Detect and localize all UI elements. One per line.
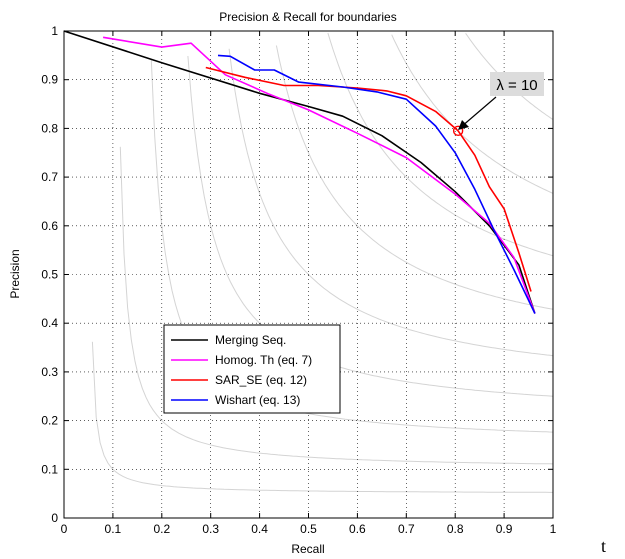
f-contour-8 bbox=[391, 34, 554, 194]
data-series bbox=[63, 30, 536, 314]
y-tick-label: 0.7 bbox=[41, 170, 58, 184]
x-tick-label: 0.3 bbox=[202, 522, 219, 536]
f-contour-7 bbox=[327, 32, 554, 257]
grid-lines bbox=[64, 31, 553, 518]
x-tick-label: 0.1 bbox=[105, 522, 122, 536]
legend-label-4: Wishart (eq. 13) bbox=[215, 393, 300, 407]
f-contour-5 bbox=[228, 48, 554, 357]
y-tick-label: 0.4 bbox=[41, 316, 58, 330]
f-contour-4 bbox=[187, 55, 554, 397]
legend: Merging Seq. Homog. Th (eq. 7) SAR_SE (eq.… bbox=[163, 324, 341, 414]
f-contour-6 bbox=[275, 45, 554, 310]
legend-label-2: Homog. Th (eq. 7) bbox=[215, 353, 312, 367]
annotation-box bbox=[490, 72, 544, 96]
legend-label-3: SAR_SE (eq. 12) bbox=[215, 373, 307, 387]
x-tick-label: 0.6 bbox=[349, 522, 366, 536]
y-tick-label: 0.3 bbox=[41, 365, 58, 379]
f-measure-contours bbox=[91, 32, 554, 493]
x-tick-label: 0.5 bbox=[300, 522, 317, 536]
legend-label-1: Merging Seq. bbox=[215, 333, 286, 347]
annotation-label: λ = 10 bbox=[496, 77, 537, 94]
stray-text: t bbox=[601, 536, 607, 556]
y-tick-label: 1 bbox=[51, 24, 58, 38]
annotation-arrowhead bbox=[458, 120, 469, 130]
y-tick-label: 0.1 bbox=[41, 462, 58, 476]
y-tick-label: 0.2 bbox=[41, 414, 58, 428]
y-tick-label: 0.5 bbox=[41, 268, 58, 282]
x-tick-label: 1 bbox=[550, 522, 557, 536]
chart-title: Precision & Recall for boundaries bbox=[219, 10, 396, 24]
x-tick-label: 0.2 bbox=[153, 522, 170, 536]
y-tick-label: 0 bbox=[51, 511, 58, 525]
x-tick-label: 0.8 bbox=[447, 522, 464, 536]
annotation-arrow bbox=[460, 96, 497, 128]
x-tick-label: 0.4 bbox=[251, 522, 268, 536]
f-contour-1 bbox=[91, 341, 553, 493]
y-tick-label: 0.9 bbox=[41, 73, 58, 87]
series-line-4 bbox=[217, 54, 536, 314]
y-tick-label: 0.6 bbox=[41, 219, 58, 233]
series-line-3 bbox=[205, 66, 532, 292]
series-line-2 bbox=[102, 36, 536, 314]
axis-ticks: 0 0.1 0.2 0.3 0.4 0.5 0.6 0.7 0.8 0.9 1 0 0.1 0.2 0.3 0… bbox=[41, 24, 556, 536]
x-tick-label: 0 bbox=[61, 522, 68, 536]
series-line-1 bbox=[63, 30, 536, 314]
x-axis-label: Recall bbox=[291, 542, 324, 556]
annotation-group: λ = 10 bbox=[458, 72, 544, 130]
y-axis-label: Precision bbox=[8, 249, 22, 298]
lambda-marker bbox=[452, 125, 464, 137]
x-tick-label: 0.7 bbox=[398, 522, 415, 536]
lambda-marker-circle bbox=[452, 125, 464, 137]
f-contour-2 bbox=[119, 146, 554, 465]
x-tick-label: 0.9 bbox=[496, 522, 513, 536]
y-tick-label: 0.8 bbox=[41, 121, 58, 135]
